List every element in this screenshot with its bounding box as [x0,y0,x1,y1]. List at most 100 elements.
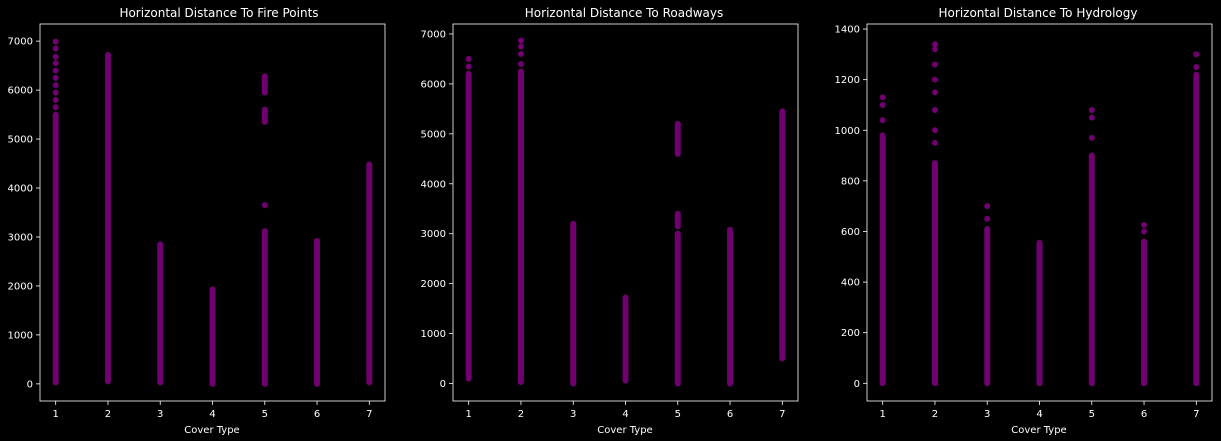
x-tick-label: 7 [1193,409,1199,420]
x-axis-ticks: 1 2 3 4 5 6 7 [879,401,1200,420]
point-cluster-cover-6 [727,226,734,387]
scatter-point [984,203,991,210]
x-axis-ticks: 1 2 3 4 5 6 7 [465,401,786,420]
scatter-point [1088,114,1095,121]
point-cluster-cover-2 [517,68,524,386]
scatter-point [517,37,524,44]
chart-title: Horizontal Distance To Hydrology [939,6,1138,20]
y-tick-label: 4000 [421,179,446,190]
scatter-point [879,117,886,124]
scatter-points [879,41,1200,387]
y-tick-label: 1000 [8,330,33,341]
point-cluster-cover-3 [157,241,164,386]
x-axis-label: Cover Type [184,425,239,436]
point-cluster-cover-5 [1088,152,1095,387]
scatter-point [1088,107,1095,114]
point-cluster-cover-6 [1141,238,1148,387]
axes-frame [452,23,799,402]
scatter-point [52,89,59,96]
scatter-point [931,107,938,114]
scatter-point [52,82,59,89]
point-cluster-cover-5 [261,73,268,96]
x-tick-label: 6 [1141,409,1147,420]
y-tick-label: 600 [841,227,860,238]
scatter-point [52,104,59,111]
scatter-point [931,41,938,48]
scatter-point [879,94,886,101]
y-tick-label: 3000 [8,232,33,243]
scatter-point [52,53,59,60]
y-tick-label: 0 [440,379,446,390]
point-cluster-cover-4 [1036,239,1043,387]
y-tick-label: 800 [841,176,860,187]
x-tick-label: 5 [675,409,681,420]
point-cluster-cover-4 [622,294,629,384]
point-cluster-cover-2 [104,55,111,385]
point-cluster-cover-1 [465,70,472,382]
y-tick-label: 4000 [8,184,33,195]
x-tick-label: 1 [52,409,58,420]
point-cluster-cover-3 [570,220,577,387]
scatter-point [52,60,59,67]
scatter-point [931,139,938,146]
x-tick-label: 6 [727,409,733,420]
point-cluster-cover-5 [674,230,681,387]
scatter-point [879,101,886,108]
y-tick-label: 3000 [421,229,446,240]
point-cluster-cover-7 [1193,71,1200,387]
point-cluster-cover-6 [314,237,321,387]
y-tick-label: 2000 [8,281,33,292]
panel-fire-points: Horizontal Distance To Fire Points 0 1000… [8,6,386,436]
y-tick-label: 2000 [421,279,446,290]
scatter-point [52,74,59,81]
scatter-point [261,202,268,209]
scatter-point [517,50,524,57]
x-tick-label: 2 [105,409,111,420]
scatter-point [52,67,59,74]
y-axis-ticks: 0 200 400 600 800 1000 1200 1400 [835,25,867,390]
point-cluster-cover-4 [209,286,216,387]
y-tick-label: 0 [854,379,860,390]
scatter-point [931,127,938,134]
y-tick-label: 1000 [835,126,860,137]
axes-frame [866,23,1213,402]
scatter-point [465,55,472,62]
x-tick-label: 3 [570,409,576,420]
y-tick-label: 7000 [421,29,446,40]
x-tick-label: 3 [984,409,990,420]
scatter-point [465,63,472,70]
scatter-point [931,46,938,53]
chart-title: Horizontal Distance To Roadways [525,6,723,20]
x-tick-label: 7 [779,409,785,420]
scatter-points [52,38,373,387]
x-tick-label: 5 [262,409,268,420]
x-tick-label: 4 [209,409,215,420]
y-tick-label: 6000 [8,86,33,97]
y-axis-ticks: 0 1000 2000 3000 4000 5000 6000 7000 [421,29,453,390]
y-tick-label: 1200 [835,75,860,86]
x-tick-label: 6 [314,409,320,420]
chart-title: Horizontal Distance To Fire Points [119,6,318,20]
y-tick-label: 400 [841,278,860,289]
y-tick-label: 200 [841,328,860,339]
x-axis-ticks: 1 2 3 4 5 6 7 [52,401,373,420]
x-axis-label: Cover Type [597,425,652,436]
y-axis-ticks: 0 1000 2000 3000 4000 5000 6000 7000 [8,37,40,390]
point-cluster-cover-7 [779,108,786,362]
point-cluster-cover-3 [984,225,991,387]
x-tick-label: 5 [1089,409,1095,420]
point-cluster-cover-5 [674,210,681,230]
scatter-point [517,60,524,67]
x-tick-label: 2 [518,409,524,420]
scatter-point [984,215,991,222]
scatter-point [104,51,111,58]
x-tick-label: 7 [366,409,372,420]
x-axis-label: Cover Type [1011,425,1066,436]
point-cluster-cover-7 [366,161,373,386]
y-tick-label: 5000 [421,129,446,140]
point-cluster-cover-1 [879,132,886,387]
panel-hydrology: Horizontal Distance To Hydrology 0 200 400… [835,6,1213,436]
scatter-point [52,38,59,45]
y-tick-label: 7000 [8,37,33,48]
